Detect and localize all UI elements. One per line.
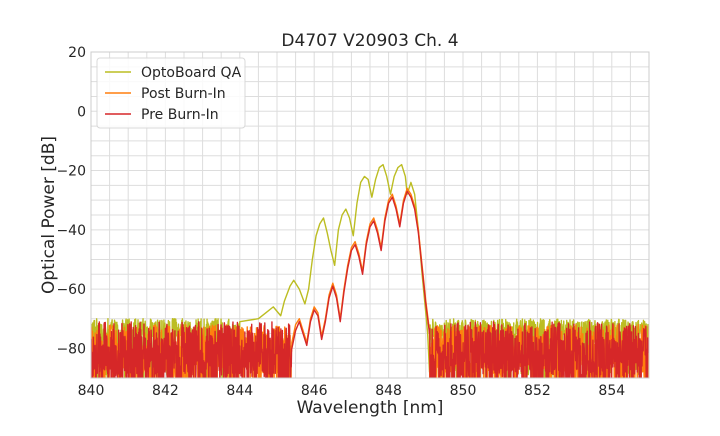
- legend-label: Pre Burn-In: [141, 107, 219, 123]
- legend-label: OptoBoard QA: [141, 65, 242, 81]
- x-tick-label: 848: [375, 383, 402, 399]
- x-tick-label: 840: [78, 383, 105, 399]
- legend: OptoBoard QA Post Burn-In Pre Burn-In: [96, 57, 246, 129]
- y-tick-label: 20: [68, 45, 86, 61]
- y-tick-labels: −80 −60 −40 −20 0 20: [56, 45, 86, 357]
- x-tick-label: 850: [450, 383, 477, 399]
- x-tick-label: 842: [152, 383, 179, 399]
- plot-frame: [90, 51, 650, 379]
- y-tick-label: −20: [56, 164, 86, 180]
- series-line-pre-burn-in: [91, 190, 649, 378]
- x-tick-labels: 840 842 844 846 848 850 852 854: [78, 383, 626, 399]
- legend-label: Post Burn-In: [141, 86, 226, 102]
- y-axis-label: Optical Power [dB]: [39, 136, 59, 294]
- x-tick-label: 844: [226, 383, 253, 399]
- y-tick-label: −60: [56, 282, 86, 298]
- x-tick-label: 846: [301, 383, 328, 399]
- series-group: [91, 163, 649, 378]
- x-tick-label: 852: [524, 383, 551, 399]
- chart-title: D4707 V20903 Ch. 4: [281, 31, 458, 51]
- y-tick-label: −80: [56, 341, 86, 357]
- y-tick-label: 0: [77, 104, 86, 120]
- x-tick-label: 854: [598, 383, 625, 399]
- legend-box: [96, 57, 246, 129]
- y-tick-label: −40: [56, 223, 86, 239]
- x-axis-label: Wavelength [nm]: [297, 398, 444, 418]
